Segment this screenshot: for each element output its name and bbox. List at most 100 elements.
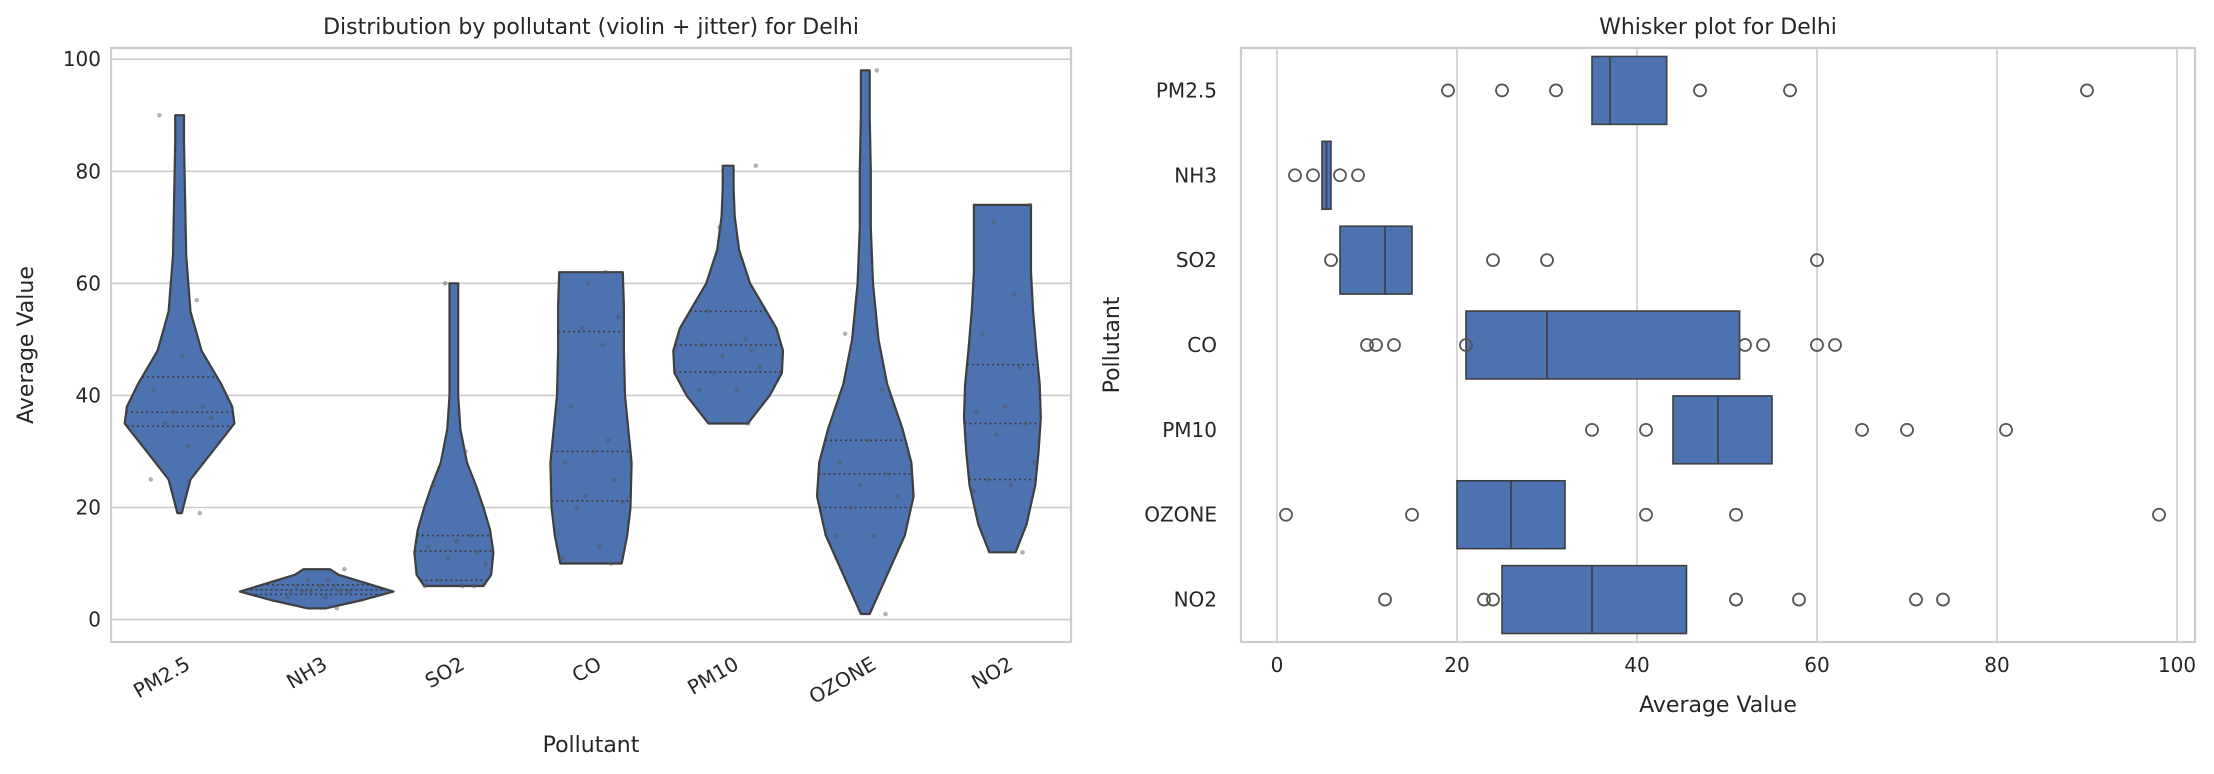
jitter-point [711,370,717,376]
box-x-label: Average Value [1639,693,1797,718]
box-x-ticks: 0 20 40 60 80 100 [1271,653,2196,677]
box-outlier [1855,422,1869,437]
jitter-point [871,533,877,538]
box-outlier [1738,338,1752,352]
box-iqr [1591,55,1668,126]
jitter-point [454,538,460,544]
jitter-point [208,415,214,421]
jitter-point [317,583,322,589]
violin-y-tick-label: 40 [76,383,101,407]
box-outlier [1639,422,1653,437]
jitter-point [743,337,748,342]
jitter-point [474,550,480,555]
violin-y-ticks: 0 20 40 60 80 100 [63,47,101,631]
box-outlier [1693,83,1707,98]
jitter-point [605,437,611,443]
jitter-point [883,611,888,617]
jitter-point [985,477,991,482]
jitter-point [323,594,328,600]
jitter-point [1027,202,1033,208]
jitter-point [425,544,431,550]
violin-jitter-points [148,68,1037,617]
box-outlier [1387,338,1401,352]
jitter-point [483,561,488,566]
box-outlier [2080,83,2094,98]
box-iqr [1339,225,1413,295]
jitter-point [865,437,871,443]
jitter-point [342,566,347,572]
jitter-point [705,309,711,314]
box-outlier [1351,168,1365,183]
jitter-point [200,404,205,409]
violin-x-tick-label: OZONE [805,652,880,709]
box-nh3 [1288,140,1365,211]
box-outlier [1756,338,1770,352]
box-y-tick-label: PM10 [1162,418,1217,442]
jitter-point [728,342,734,348]
jitter-point [285,594,291,600]
box-outlier [1585,422,1599,437]
box-title: Whisker plot for Delhi [1599,15,1837,40]
jitter-point [894,494,900,499]
jitter-point [346,589,351,594]
jitter-point [603,269,608,275]
box-outlier [1729,507,1743,522]
jitter-point [580,325,585,331]
jitter-point [1011,292,1017,297]
box-outlier [1486,592,1500,607]
box-x-tick-label: 0 [1271,653,1284,677]
box-outlier [1549,83,1563,98]
jitter-point [1031,460,1037,465]
jitter-point [971,488,976,493]
jitter-point [337,589,343,594]
box-y-tick-label: NH3 [1174,163,1217,187]
violin-x-tick-label: PM2.5 [129,652,194,703]
jitter-point [308,589,314,594]
box-outlier [1441,83,1455,98]
jitter-point [720,353,725,359]
jitter-point [857,482,862,488]
box-panel: Whisker plot for Delhi 0 20 40 60 80 100 PM2.… [1100,15,2197,718]
box-x-tick-label: 20 [1444,653,1469,677]
box-pm2-5 [1441,55,2094,126]
jitter-point [591,449,597,454]
jitter-point [442,281,448,286]
violin-y-tick-label: 80 [76,159,101,183]
jitter-point [157,112,162,118]
box-outlier [1639,507,1653,522]
jitter-point [422,583,428,589]
violin-x-label: Pollutant [543,733,640,758]
jitter-point [437,578,442,583]
jitter-point [699,342,705,348]
box-iqr [1672,395,1773,465]
box-outlier [1540,253,1554,268]
box-outlier [1810,253,1824,268]
box-y-tick-label: OZONE [1144,503,1217,527]
jitter-point [562,460,568,465]
box-outlier [1360,338,1374,352]
box-outlier [1495,83,1509,98]
box-ozone [1279,479,2166,550]
violin-x-tick-label: NH3 [282,652,331,694]
jitter-point [325,578,331,583]
box-x-tick-label: 100 [2158,653,2196,677]
jitter-point [460,583,465,589]
jitter-point [582,494,588,499]
jitter-point [880,387,885,393]
box-outlier [1900,422,1914,437]
box-y-label: Pollutant [1100,296,1125,393]
jitter-point [597,544,602,550]
box-outlier [1324,253,1338,268]
box-y-ticks: PM2.5 NH3 SO2 CO PM10 OZONE NO2 [1144,78,1217,611]
jitter-point [185,443,191,449]
jitter-point [734,387,740,393]
box-outlier [1288,168,1302,183]
violin-pm10 [672,164,785,425]
box-outlier [1792,592,1806,607]
box-x-tick-label: 40 [1624,653,1649,677]
jitter-point [585,281,591,286]
violin-x-tick-label: NO2 [967,652,1017,695]
box-outlier [2152,507,2166,522]
violin-nh3 [238,568,395,610]
jitter-point [1017,365,1023,370]
